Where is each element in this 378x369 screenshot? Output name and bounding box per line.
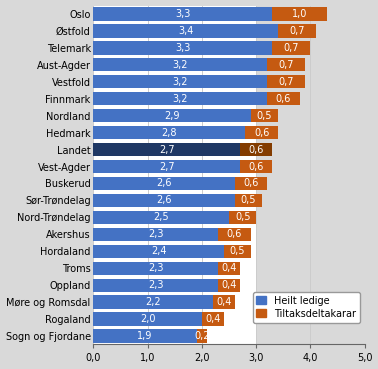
Text: 3,2: 3,2 [172, 77, 188, 87]
Text: 2,3: 2,3 [148, 280, 164, 290]
Bar [197, 330, 208, 342]
Bar [93, 313, 202, 325]
Bar [93, 279, 218, 292]
Text: 2,3: 2,3 [148, 229, 164, 239]
Text: 0,4: 0,4 [222, 263, 237, 273]
Legend: Heilt ledige, Tiltaksdeltakarar: Heilt ledige, Tiltaksdeltakarar [253, 292, 360, 323]
Text: 0,6: 0,6 [227, 229, 242, 239]
Text: 0,5: 0,5 [229, 246, 245, 256]
Text: 0,6: 0,6 [254, 128, 269, 138]
Bar [245, 126, 278, 139]
Bar [273, 7, 327, 21]
Text: 2,9: 2,9 [164, 111, 180, 121]
Bar [256, 6, 365, 344]
Text: 3,3: 3,3 [175, 43, 191, 53]
Text: 0,5: 0,5 [240, 196, 256, 206]
Bar [224, 245, 251, 258]
Text: 3,2: 3,2 [172, 94, 188, 104]
Bar [93, 41, 273, 55]
Text: 2,2: 2,2 [145, 297, 161, 307]
Text: 0,7: 0,7 [289, 26, 305, 36]
Bar [229, 211, 256, 224]
Bar [240, 160, 273, 173]
Text: 3,2: 3,2 [172, 60, 188, 70]
Bar [240, 143, 273, 156]
Text: 1,0: 1,0 [292, 9, 307, 19]
Bar [93, 211, 229, 224]
Bar [93, 296, 213, 308]
Bar [93, 143, 240, 156]
Bar [93, 7, 273, 21]
Text: 2,7: 2,7 [159, 145, 175, 155]
Bar [93, 58, 267, 72]
Text: 2,6: 2,6 [156, 196, 172, 206]
Bar [93, 262, 218, 275]
Text: 0,4: 0,4 [216, 297, 231, 307]
Text: 0,6: 0,6 [248, 145, 264, 155]
Text: 0,5: 0,5 [257, 111, 272, 121]
Text: 3,4: 3,4 [178, 26, 194, 36]
Bar [218, 279, 240, 292]
Text: 2,6: 2,6 [156, 179, 172, 189]
Text: 0,2: 0,2 [194, 331, 210, 341]
Text: 2,3: 2,3 [148, 263, 164, 273]
Text: 0,6: 0,6 [276, 94, 291, 104]
Bar [93, 194, 234, 207]
Bar [202, 313, 224, 325]
Text: 2,0: 2,0 [140, 314, 155, 324]
Bar [234, 194, 262, 207]
Text: 0,7: 0,7 [278, 77, 294, 87]
Bar [93, 160, 240, 173]
Text: 2,4: 2,4 [151, 246, 166, 256]
Text: 0,7: 0,7 [284, 43, 299, 53]
Bar [278, 24, 316, 38]
Bar [93, 109, 251, 122]
Bar [273, 41, 310, 55]
Text: 2,5: 2,5 [153, 212, 169, 223]
Bar [93, 177, 234, 190]
Bar [213, 296, 234, 308]
Bar [93, 330, 197, 342]
Bar [251, 109, 278, 122]
Text: 1,9: 1,9 [137, 331, 153, 341]
Text: 2,7: 2,7 [159, 162, 175, 172]
Bar [93, 228, 218, 241]
Bar [267, 92, 300, 106]
Text: 0,4: 0,4 [222, 280, 237, 290]
Bar [93, 75, 267, 89]
Text: 2,8: 2,8 [162, 128, 177, 138]
Text: 0,5: 0,5 [235, 212, 250, 223]
Text: 0,6: 0,6 [243, 179, 259, 189]
Text: 3,3: 3,3 [175, 9, 191, 19]
Bar [93, 92, 267, 106]
Bar [93, 24, 278, 38]
Text: 0,6: 0,6 [248, 162, 264, 172]
Bar [267, 58, 305, 72]
Bar [218, 228, 251, 241]
Text: 0,4: 0,4 [205, 314, 220, 324]
Bar [234, 177, 267, 190]
Bar [93, 126, 245, 139]
Bar [218, 262, 240, 275]
Bar [93, 245, 224, 258]
Bar [267, 75, 305, 89]
Text: 0,7: 0,7 [278, 60, 294, 70]
